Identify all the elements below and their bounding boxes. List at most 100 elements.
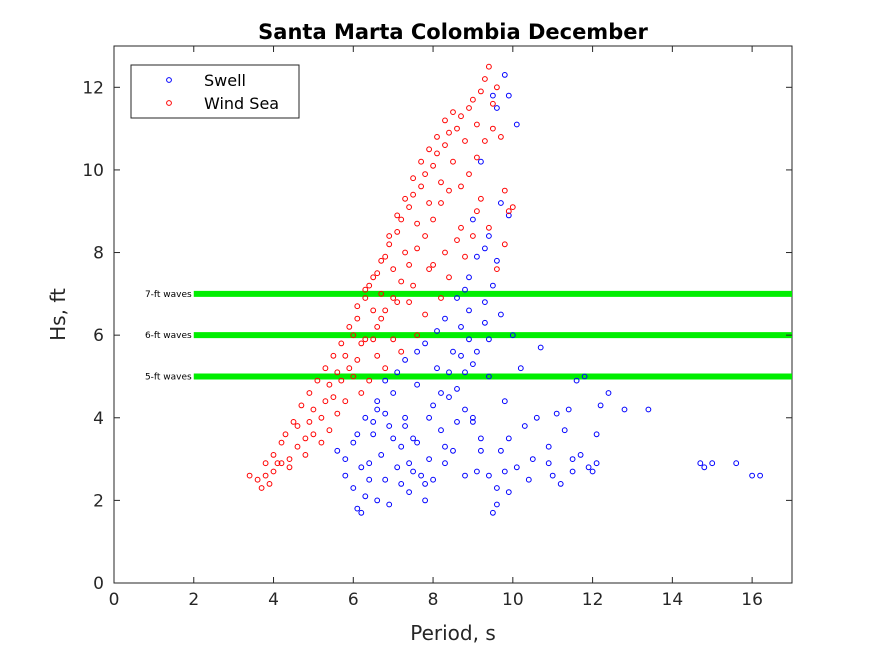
data-point	[382, 365, 389, 372]
data-point	[438, 179, 444, 186]
data-point	[394, 464, 401, 471]
data-point	[458, 113, 464, 120]
data-point	[478, 88, 484, 95]
data-point	[430, 402, 437, 409]
data-point	[549, 472, 556, 479]
data-point	[358, 509, 365, 516]
data-point	[450, 348, 456, 355]
data-point	[757, 472, 763, 479]
data-point	[573, 377, 580, 384]
data-point	[462, 369, 468, 376]
data-point	[454, 237, 460, 244]
data-point	[406, 489, 413, 496]
data-point	[378, 290, 385, 297]
data-point	[482, 299, 488, 306]
data-point	[346, 365, 353, 372]
data-point	[362, 286, 369, 293]
data-point	[466, 171, 472, 178]
data-point	[382, 410, 389, 417]
legend-marker	[166, 100, 172, 106]
data-point	[302, 435, 309, 442]
data-point	[394, 229, 401, 235]
data-point	[378, 315, 385, 322]
data-point	[478, 158, 484, 165]
data-point	[390, 390, 397, 396]
data-point	[569, 468, 576, 475]
data-point	[430, 476, 437, 483]
data-point	[334, 369, 341, 376]
data-point	[466, 307, 472, 314]
data-point	[466, 274, 472, 281]
data-point	[370, 431, 377, 438]
data-point	[553, 410, 560, 417]
data-point	[430, 216, 437, 223]
data-point	[378, 452, 385, 458]
reference-line-label: 6-ft waves	[145, 331, 192, 341]
data-point	[366, 282, 373, 289]
data-point	[294, 423, 301, 429]
data-point	[462, 406, 468, 413]
x-tick-label: 4	[268, 590, 279, 610]
data-point	[438, 390, 444, 396]
data-point	[474, 208, 480, 215]
data-point	[346, 324, 353, 330]
data-point	[501, 398, 508, 405]
data-point	[374, 324, 381, 330]
reference-lines: 7-ft waves 6-ft waves 5-ft waves	[145, 290, 792, 382]
data-point	[342, 398, 349, 405]
series-wind-sea	[246, 63, 516, 491]
data-point	[494, 105, 500, 111]
data-point	[470, 361, 476, 368]
data-point	[494, 257, 500, 264]
data-point	[470, 414, 476, 421]
data-point	[322, 398, 329, 405]
y-axis-ticks: 0 2 4 6 8 10 12	[82, 78, 792, 594]
data-point	[414, 439, 421, 446]
data-point	[422, 171, 429, 178]
x-tick-label: 6	[348, 590, 359, 610]
data-point	[366, 476, 373, 483]
data-point	[454, 295, 460, 301]
data-point	[709, 460, 716, 467]
data-point	[585, 464, 592, 471]
data-point	[318, 414, 325, 421]
reference-line-label: 7-ft waves	[145, 290, 192, 300]
data-point	[446, 394, 452, 401]
data-point	[593, 460, 600, 467]
data-point	[470, 419, 476, 425]
data-point	[442, 443, 448, 450]
data-point	[374, 270, 381, 277]
plot-area	[113, 45, 793, 584]
data-point	[406, 299, 413, 306]
data-point	[426, 414, 433, 421]
data-point	[557, 481, 564, 487]
data-point	[462, 472, 468, 479]
data-point	[342, 352, 349, 359]
data-point	[414, 332, 421, 339]
data-point	[513, 121, 520, 128]
data-point	[474, 468, 480, 475]
data-point	[509, 332, 516, 339]
data-point	[454, 125, 460, 132]
legend-box	[130, 64, 300, 119]
data-point	[434, 328, 440, 334]
data-point	[286, 464, 293, 471]
data-point	[414, 381, 421, 388]
data-point	[410, 191, 417, 198]
data-point	[545, 443, 552, 450]
data-point	[501, 468, 508, 475]
data-point	[278, 439, 285, 446]
data-point	[262, 472, 269, 479]
data-point	[426, 456, 433, 463]
data-point	[521, 423, 528, 429]
data-point	[422, 497, 429, 504]
x-tick-label: 0	[109, 590, 120, 610]
data-point	[458, 183, 464, 190]
data-point	[470, 216, 476, 223]
data-point	[370, 274, 377, 281]
data-point	[374, 406, 381, 413]
data-point	[490, 100, 496, 107]
data-point	[366, 377, 373, 384]
data-point	[498, 134, 504, 140]
data-point	[274, 460, 281, 467]
